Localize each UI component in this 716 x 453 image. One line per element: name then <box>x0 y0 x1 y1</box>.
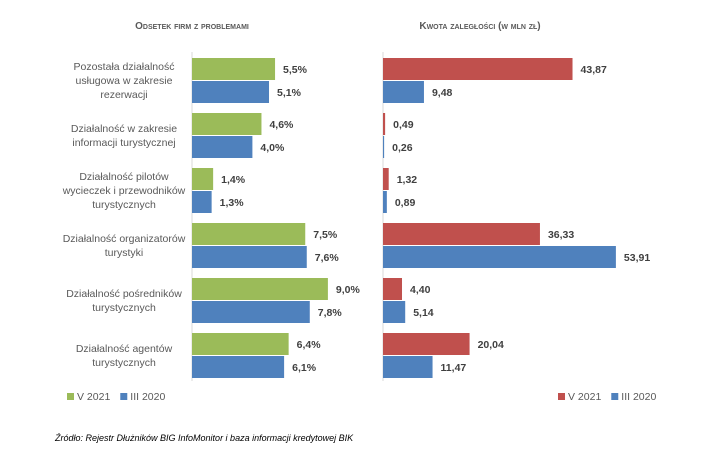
right-data-label: 4,40 <box>410 284 431 296</box>
left-data-label: 7,5% <box>313 229 338 241</box>
category-label: turystyki <box>105 247 144 259</box>
category-label: wycieczek i przewodników <box>62 185 186 197</box>
right-chart-title: Kwota zaległości (w mln zł) <box>419 21 540 32</box>
left-data-label: 1,3% <box>220 197 245 209</box>
right-bar <box>383 246 616 268</box>
category-label: Działalność agentów <box>76 343 173 355</box>
right-legend-label: V 2021 <box>568 391 601 403</box>
left-data-label: 7,8% <box>318 307 343 319</box>
left-bar <box>192 168 214 190</box>
category-label: rezerwacji <box>100 89 147 101</box>
right-bar <box>383 136 385 158</box>
left-bar <box>192 278 328 300</box>
right-bar <box>383 301 406 323</box>
left-data-label: 4,0% <box>260 142 285 154</box>
left-data-label: 6,1% <box>292 362 317 374</box>
category-label: turystycznych <box>92 199 156 211</box>
right-legend-label: III 2020 <box>621 391 656 403</box>
left-bar <box>192 246 307 268</box>
category-label: Działalność pośredników <box>66 288 182 300</box>
left-bar <box>192 81 270 103</box>
left-legend-swatch <box>67 393 74 400</box>
right-data-label: 53,91 <box>624 252 650 264</box>
category-label: Pozostała działalność <box>74 61 175 73</box>
left-bar <box>192 191 212 213</box>
right-data-label: 43,87 <box>581 64 607 76</box>
left-data-label: 1,4% <box>221 174 246 186</box>
category-label: Działalność organizatorów <box>63 233 186 245</box>
category-label: turystycznych <box>92 357 156 369</box>
right-data-label: 5,14 <box>413 307 434 319</box>
left-legend-swatch <box>120 393 128 400</box>
category-label: Działalność pilotów <box>79 171 169 183</box>
right-bar <box>383 113 386 135</box>
right-legend-swatch <box>611 393 619 400</box>
left-chart-title: Odsetek firm z problemami <box>135 21 249 32</box>
left-data-label: 5,1% <box>277 87 302 99</box>
right-data-label: 9,48 <box>432 87 453 99</box>
right-bar <box>383 333 470 355</box>
right-data-label: 0,49 <box>393 119 414 131</box>
left-data-label: 9,0% <box>336 284 361 296</box>
right-bar <box>383 81 424 103</box>
left-bar <box>192 356 285 378</box>
right-data-label: 1,32 <box>397 174 418 186</box>
right-data-label: 0,26 <box>392 142 413 154</box>
left-bar <box>192 113 262 135</box>
left-data-label: 5,5% <box>283 64 308 76</box>
right-bar <box>383 58 573 80</box>
right-bar <box>383 356 433 378</box>
left-data-label: 7,6% <box>315 252 340 264</box>
right-bar <box>383 278 403 300</box>
left-bar <box>192 301 310 323</box>
left-data-label: 6,4% <box>297 339 322 351</box>
right-legend-swatch <box>558 393 565 400</box>
category-label: Działalność w zakresie <box>71 123 177 135</box>
category-label: turystycznych <box>92 302 156 314</box>
left-data-label: 4,6% <box>269 119 294 131</box>
left-bar <box>192 136 253 158</box>
left-bar <box>192 223 306 245</box>
right-bar <box>383 168 389 190</box>
left-legend-label: III 2020 <box>130 391 165 403</box>
right-bar <box>383 223 540 245</box>
left-bar <box>192 333 289 355</box>
right-data-label: 20,04 <box>478 339 504 351</box>
right-data-label: 11,47 <box>441 362 467 374</box>
right-data-label: 0,89 <box>395 197 416 209</box>
right-bar <box>383 191 387 213</box>
left-legend-label: V 2021 <box>77 391 110 403</box>
category-label: informacji turystycznej <box>72 137 175 149</box>
right-data-label: 36,33 <box>548 229 574 241</box>
source-note: Źródło: Rejestr Dłużników BIG InfoMonito… <box>54 433 354 443</box>
category-label: usługowa w zakresie <box>76 75 173 87</box>
left-bar <box>192 58 276 80</box>
